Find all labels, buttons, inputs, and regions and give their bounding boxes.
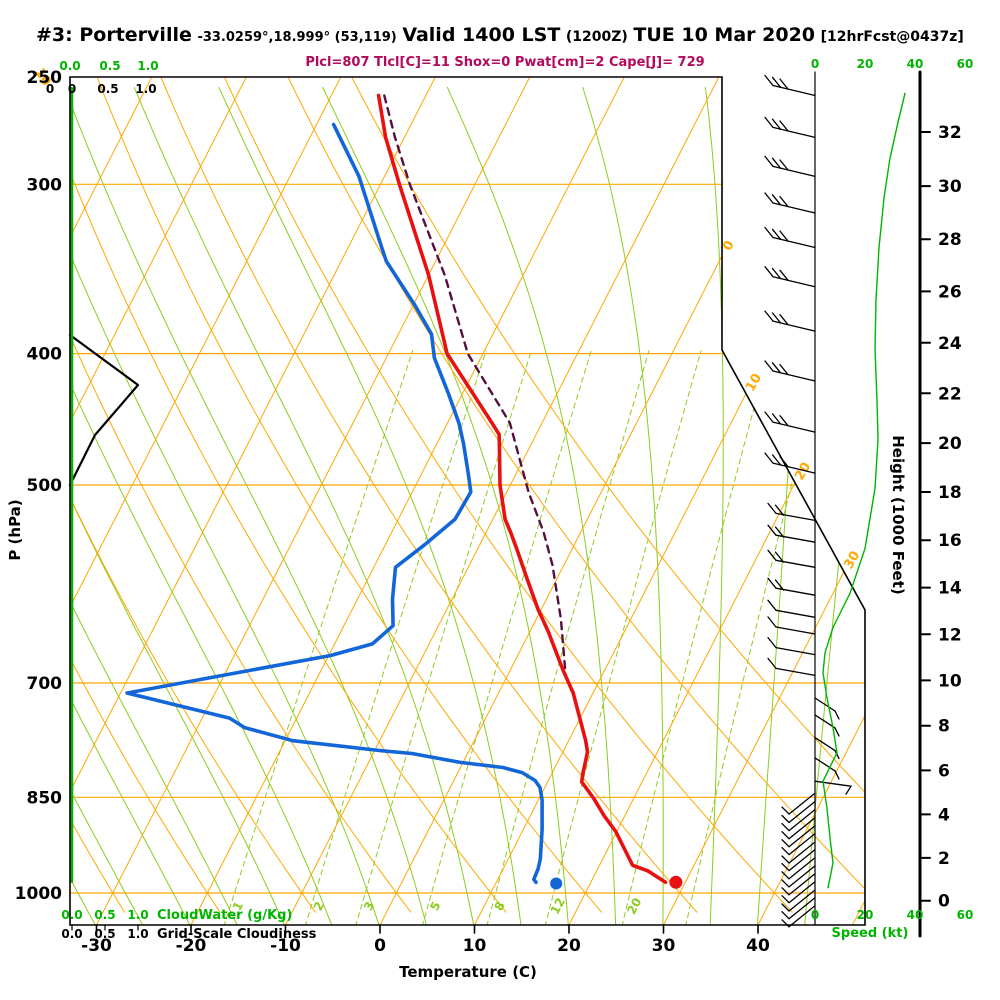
svg-text:4: 4 <box>938 805 950 825</box>
svg-text:0.0: 0.0 <box>59 59 80 73</box>
svg-text:0.5: 0.5 <box>97 82 118 96</box>
svg-text:0: 0 <box>68 82 76 96</box>
svg-text:22: 22 <box>938 384 962 404</box>
svg-text:16: 16 <box>938 531 962 551</box>
svg-text:1.0: 1.0 <box>127 927 148 941</box>
svg-text:Speed (kt): Speed (kt) <box>832 926 909 941</box>
station-coords: -33.0259°,18.999° (53,119) <box>197 30 397 45</box>
svg-text:0: 0 <box>811 57 819 71</box>
surface-dewpoint-dot <box>550 877 563 890</box>
svg-text:2: 2 <box>311 899 327 913</box>
svg-text:20: 20 <box>857 57 874 71</box>
svg-text:10: 10 <box>463 936 487 956</box>
moist-adiabats <box>70 86 865 925</box>
temperature-curve <box>376 93 668 885</box>
svg-text:20: 20 <box>857 908 874 922</box>
chart-title: #3: Porterville -33.0259°,18.999° (53,11… <box>36 24 964 46</box>
svg-text:0.5: 0.5 <box>94 927 115 941</box>
svg-text:1.0: 1.0 <box>137 59 158 73</box>
svg-text:250: 250 <box>27 68 63 88</box>
svg-text:1.0: 1.0 <box>127 908 148 922</box>
svg-text:40: 40 <box>746 936 770 956</box>
svg-text:CloudWater (g/Kg): CloudWater (g/Kg) <box>157 908 292 923</box>
svg-text:60: 60 <box>957 57 974 71</box>
stability-indices: Plcl=807 Tlcl[C]=11 Shox=0 Pwat[cm]=2 Ca… <box>305 55 705 70</box>
station-name: #3: Porterville <box>36 24 192 46</box>
cloudwater-scales: 0.0 0.5 1.0 0 0 0.5 1.0 0.0 0.5 1.0 CloudWater (g/… <box>46 59 317 942</box>
svg-text:1.0: 1.0 <box>135 82 156 96</box>
svg-text:300: 300 <box>27 175 63 195</box>
svg-text:0.5: 0.5 <box>99 59 120 73</box>
svg-text:0: 0 <box>811 908 819 922</box>
svg-text:5: 5 <box>427 899 443 913</box>
svg-text:26: 26 <box>938 282 962 302</box>
svg-text:12: 12 <box>938 625 962 645</box>
svg-text:6: 6 <box>938 761 950 781</box>
svg-text:1000: 1000 <box>15 884 62 904</box>
svg-text:30: 30 <box>938 177 962 197</box>
svg-text:8: 8 <box>938 717 950 737</box>
svg-text:60: 60 <box>957 908 974 922</box>
svg-text:40: 40 <box>907 57 924 71</box>
plot-frame <box>69 76 866 926</box>
svg-text:Grid-Scale Cloudiness: Grid-Scale Cloudiness <box>157 927 317 942</box>
dry-adiabats <box>70 77 865 913</box>
svg-text:700: 700 <box>27 674 63 694</box>
svg-text:28: 28 <box>938 230 962 250</box>
svg-text:20: 20 <box>938 434 962 454</box>
valid-time: Valid 1400 LST <box>402 24 561 46</box>
svg-text:0.0: 0.0 <box>61 927 82 941</box>
svg-text:0: 0 <box>720 238 738 253</box>
wind-barbs <box>764 71 852 928</box>
svg-text:0: 0 <box>374 936 386 956</box>
forecast-tag: [12hrFcst@0437z] <box>820 29 964 45</box>
svg-text:Temperature (C): Temperature (C) <box>399 963 537 981</box>
temperature-axis: -30 -20 -10 0 10 20 30 40 Temperature (C) <box>81 924 770 981</box>
svg-text:10: 10 <box>938 671 962 691</box>
svg-text:0.0: 0.0 <box>61 908 82 922</box>
aux-black-line <box>68 333 140 487</box>
svg-text:2: 2 <box>938 849 950 869</box>
svg-text:20: 20 <box>624 895 644 916</box>
svg-text:14: 14 <box>938 579 962 599</box>
svg-text:12: 12 <box>548 895 568 916</box>
svg-text:0: 0 <box>46 82 54 96</box>
svg-text:-30: -30 <box>81 936 112 956</box>
dewpoint-curve <box>125 122 544 885</box>
svg-text:Height (1000 Feet): Height (1000 Feet) <box>889 435 907 595</box>
svg-text:20: 20 <box>557 936 581 956</box>
svg-text:0.5: 0.5 <box>94 908 115 922</box>
surface-points <box>550 875 683 890</box>
svg-text:10: 10 <box>743 371 765 394</box>
svg-text:18: 18 <box>938 483 962 503</box>
svg-text:-20: -20 <box>176 936 207 956</box>
svg-text:30: 30 <box>652 936 676 956</box>
svg-text:-10: -10 <box>270 936 301 956</box>
svg-text:32: 32 <box>938 123 962 143</box>
pressure-lines <box>70 183 865 894</box>
surface-temp-dot <box>669 875 683 889</box>
background-grid <box>70 77 865 925</box>
svg-text:500: 500 <box>27 476 63 496</box>
svg-text:0: 0 <box>938 892 950 912</box>
svg-text:30: 30 <box>841 549 863 572</box>
mixing-ratio-lines <box>223 350 827 925</box>
parcel-curve <box>383 94 567 676</box>
pressure-axis: 250 300 400 500 700 850 1000 P (hPa) <box>6 68 62 904</box>
svg-text:P (hPa): P (hPa) <box>6 499 24 560</box>
wind-speed-curve <box>822 92 906 889</box>
svg-text:400: 400 <box>27 345 63 365</box>
valid-date: TUE 10 Mar 2020 <box>633 24 816 46</box>
svg-text:850: 850 <box>27 788 63 808</box>
valid-zulu: (1200Z) <box>565 29 628 45</box>
svg-text:24: 24 <box>938 334 962 354</box>
svg-text:40: 40 <box>907 908 924 922</box>
